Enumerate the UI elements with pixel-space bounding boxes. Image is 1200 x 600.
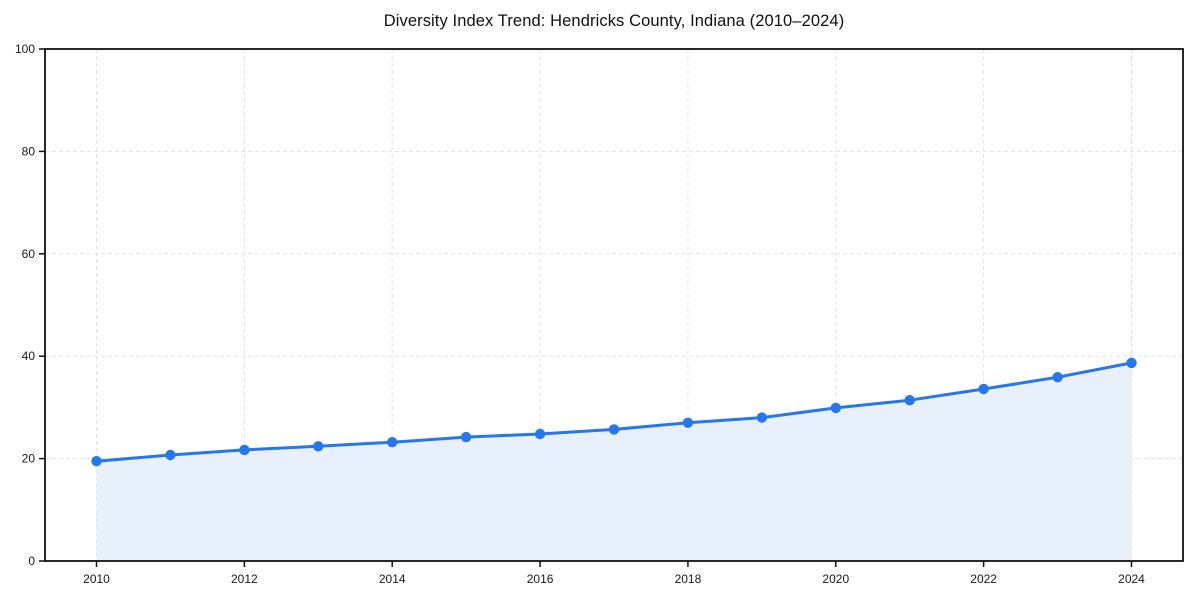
x-tick-label: 2018 (675, 572, 702, 586)
x-tick-label: 2016 (527, 572, 554, 586)
x-tick-label: 2014 (379, 572, 406, 586)
data-point (239, 444, 250, 456)
x-tick-label: 2010 (83, 572, 110, 586)
data-point (91, 456, 102, 467)
data-point (1126, 357, 1137, 369)
x-tick-label: 2022 (970, 572, 997, 586)
area-fill (96, 362, 1132, 561)
data-point (165, 449, 176, 461)
data-point (460, 431, 472, 443)
data-point (534, 428, 546, 440)
data-points (91, 357, 1137, 467)
y-tick-label: 80 (22, 144, 36, 158)
axis-ticks: 2010 2012 2014 2016 2018 2020 2022 2024 0 20 40 60 8… (15, 42, 1145, 586)
chart-title: Diversity Index Trend: Hendricks County,… (383, 12, 845, 30)
y-tick-label: 100 (15, 42, 35, 56)
data-point (313, 441, 324, 452)
data-point (904, 395, 915, 406)
x-tick-label: 2024 (1118, 572, 1145, 586)
data-point (608, 424, 620, 435)
data-point (978, 383, 989, 395)
y-tick-label: 40 (22, 349, 36, 363)
data-point (682, 417, 694, 428)
y-tick-label: 20 (22, 452, 36, 466)
data-point (387, 437, 398, 448)
data-point (756, 412, 768, 423)
data-point (830, 402, 841, 414)
plot-border (44, 48, 1184, 562)
y-tick-label: 0 (28, 554, 35, 568)
y-tick-label: 60 (22, 247, 36, 261)
x-tick-label: 2012 (231, 572, 258, 586)
x-tick-label: 2020 (822, 572, 849, 586)
data-point (1052, 372, 1063, 383)
